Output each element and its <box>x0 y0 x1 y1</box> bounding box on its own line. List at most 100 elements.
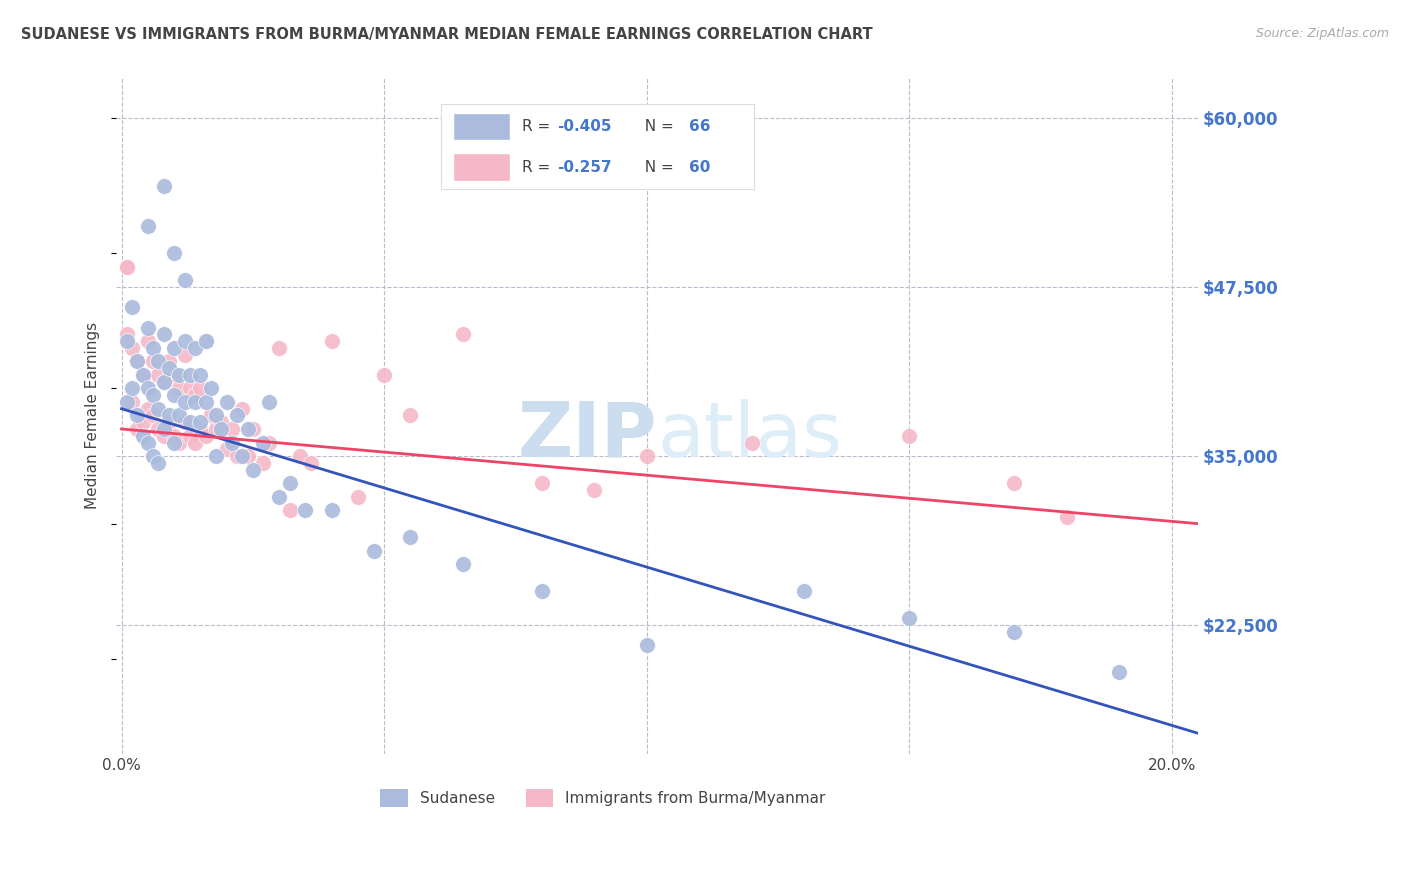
Point <box>136 334 159 348</box>
Point <box>257 435 280 450</box>
Point <box>169 381 191 395</box>
Point <box>152 178 174 193</box>
Point <box>209 415 232 429</box>
Point <box>115 260 138 274</box>
Point <box>131 429 153 443</box>
Point <box>636 449 658 463</box>
Point <box>152 422 174 436</box>
Point <box>136 219 159 234</box>
Point <box>278 476 301 491</box>
Point <box>194 334 217 348</box>
Point <box>157 415 180 429</box>
Point <box>184 388 207 402</box>
Point <box>399 409 422 423</box>
Point <box>231 401 253 416</box>
Point <box>179 415 201 429</box>
Point <box>242 422 264 436</box>
Point <box>184 395 207 409</box>
Point <box>115 260 138 274</box>
Point <box>252 456 274 470</box>
Point <box>173 395 195 409</box>
Point <box>136 320 159 334</box>
Point <box>226 449 249 463</box>
Point <box>152 429 174 443</box>
Point <box>741 435 763 450</box>
Point <box>188 415 211 429</box>
Point <box>136 435 159 450</box>
Point <box>157 361 180 376</box>
Point <box>148 354 170 368</box>
Point <box>242 462 264 476</box>
Point <box>184 341 207 355</box>
Point <box>236 449 259 463</box>
Point <box>188 422 211 436</box>
Point <box>115 327 138 342</box>
Point <box>148 456 170 470</box>
Point <box>530 584 553 599</box>
Point <box>231 449 253 463</box>
Point <box>173 415 195 429</box>
Point <box>1002 476 1025 491</box>
Point <box>163 435 186 450</box>
Point <box>898 611 921 625</box>
Point <box>179 429 201 443</box>
Point <box>121 395 143 409</box>
Point <box>163 388 186 402</box>
Point <box>148 422 170 436</box>
Point <box>127 354 149 368</box>
Point <box>252 435 274 450</box>
Point <box>131 368 153 382</box>
Point <box>321 503 343 517</box>
Point <box>321 334 343 348</box>
Point <box>131 368 153 382</box>
Point <box>451 327 474 342</box>
Point <box>115 334 138 348</box>
Point <box>226 409 249 423</box>
Point <box>115 395 138 409</box>
Point <box>188 381 211 395</box>
Point <box>173 334 195 348</box>
Point <box>169 435 191 450</box>
Point <box>294 503 316 517</box>
Point <box>898 429 921 443</box>
Point <box>346 490 368 504</box>
Point <box>163 341 186 355</box>
Point <box>267 341 290 355</box>
Point <box>142 354 165 368</box>
Point <box>157 354 180 368</box>
Point <box>221 422 243 436</box>
Point <box>209 422 232 436</box>
Point <box>121 301 143 315</box>
Point <box>205 449 228 463</box>
Y-axis label: Median Female Earnings: Median Female Earnings <box>86 322 100 509</box>
Point <box>163 246 186 260</box>
Point <box>530 476 553 491</box>
Point <box>636 638 658 652</box>
Point <box>142 388 165 402</box>
Legend: Sudanese, Immigrants from Burma/Myanmar: Sudanese, Immigrants from Burma/Myanmar <box>374 782 832 814</box>
Point <box>184 435 207 450</box>
Point <box>163 368 186 382</box>
Point <box>288 449 311 463</box>
Text: ZIP: ZIP <box>517 399 657 473</box>
Point <box>148 368 170 382</box>
Text: Source: ZipAtlas.com: Source: ZipAtlas.com <box>1256 27 1389 40</box>
Point <box>131 415 153 429</box>
Point <box>169 368 191 382</box>
Point <box>1002 624 1025 639</box>
Point <box>257 395 280 409</box>
Point <box>179 381 201 395</box>
Point <box>200 381 222 395</box>
Point <box>278 503 301 517</box>
Point <box>179 368 201 382</box>
Point <box>373 368 395 382</box>
Point <box>200 409 222 423</box>
Point <box>399 530 422 544</box>
Point <box>136 401 159 416</box>
Point <box>142 409 165 423</box>
Point <box>194 395 217 409</box>
Point <box>363 543 385 558</box>
Point <box>267 490 290 504</box>
Point <box>1108 665 1130 680</box>
Point <box>793 584 815 599</box>
